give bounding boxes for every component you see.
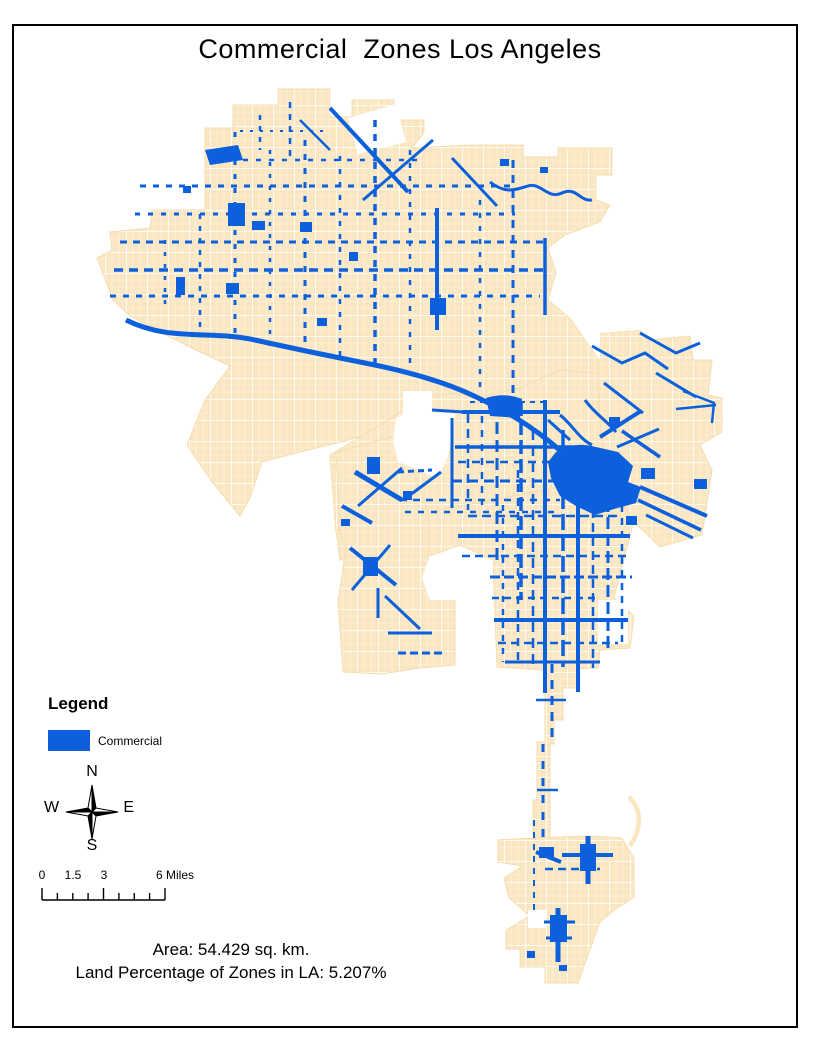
- harbor-commercial: [527, 820, 613, 971]
- scale-label-6-miles: 6 Miles: [156, 868, 195, 882]
- downtown-commercial: [546, 409, 660, 525]
- page-title: Commercial Zones Los Angeles: [198, 34, 602, 64]
- eastside-commercial: [591, 331, 717, 540]
- compass-east-label: E: [123, 799, 134, 816]
- commercial-color-swatch: [48, 730, 90, 751]
- north-arrow-compass: N W E S: [42, 763, 142, 861]
- legend: Legend Commercial: [48, 694, 162, 751]
- map-statistics: Area: 54.429 sq. km. Land Percentage of …: [16, 938, 446, 984]
- scale-bar: 0 1.5 3 6 Miles: [30, 868, 230, 908]
- compass-rose-icon: [65, 784, 119, 840]
- commercial-zones-layer: [110, 102, 717, 971]
- harbor-san-pedro-area: [497, 835, 635, 984]
- san-fernando-valley-area: [96, 88, 613, 517]
- shoestring-commercial: [536, 664, 566, 840]
- scale-bar-ticks: [41, 888, 166, 901]
- compass-west-label: W: [44, 799, 60, 816]
- legend-item-commercial: Commercial: [48, 730, 162, 751]
- area-stat-line: Area: 54.429 sq. km.: [152, 940, 310, 959]
- compass-south-label: S: [86, 837, 98, 854]
- harbor-gateway-corridor: [532, 663, 579, 843]
- land-percentage-stat-line: Land Percentage of Zones in LA: 5.207%: [75, 963, 387, 982]
- westside-area: [335, 434, 456, 675]
- glendale-hole: [552, 208, 660, 360]
- scale-label-3: 3: [100, 868, 108, 882]
- harbor-hook-strip: [627, 795, 642, 848]
- south-la-commercial: [458, 400, 632, 693]
- compass-north-label: N: [86, 763, 98, 780]
- westside-commercial: [341, 457, 442, 655]
- scale-label-0: 0: [38, 868, 46, 882]
- legend-heading: Legend: [48, 694, 109, 713]
- scale-label-1-5: 1.5: [64, 868, 82, 882]
- beverly-hills-hole: [393, 391, 455, 477]
- culver-city-hole: [422, 556, 493, 664]
- san-pedro-hole: [528, 910, 546, 928]
- legend-item-label: Commercial: [98, 733, 163, 748]
